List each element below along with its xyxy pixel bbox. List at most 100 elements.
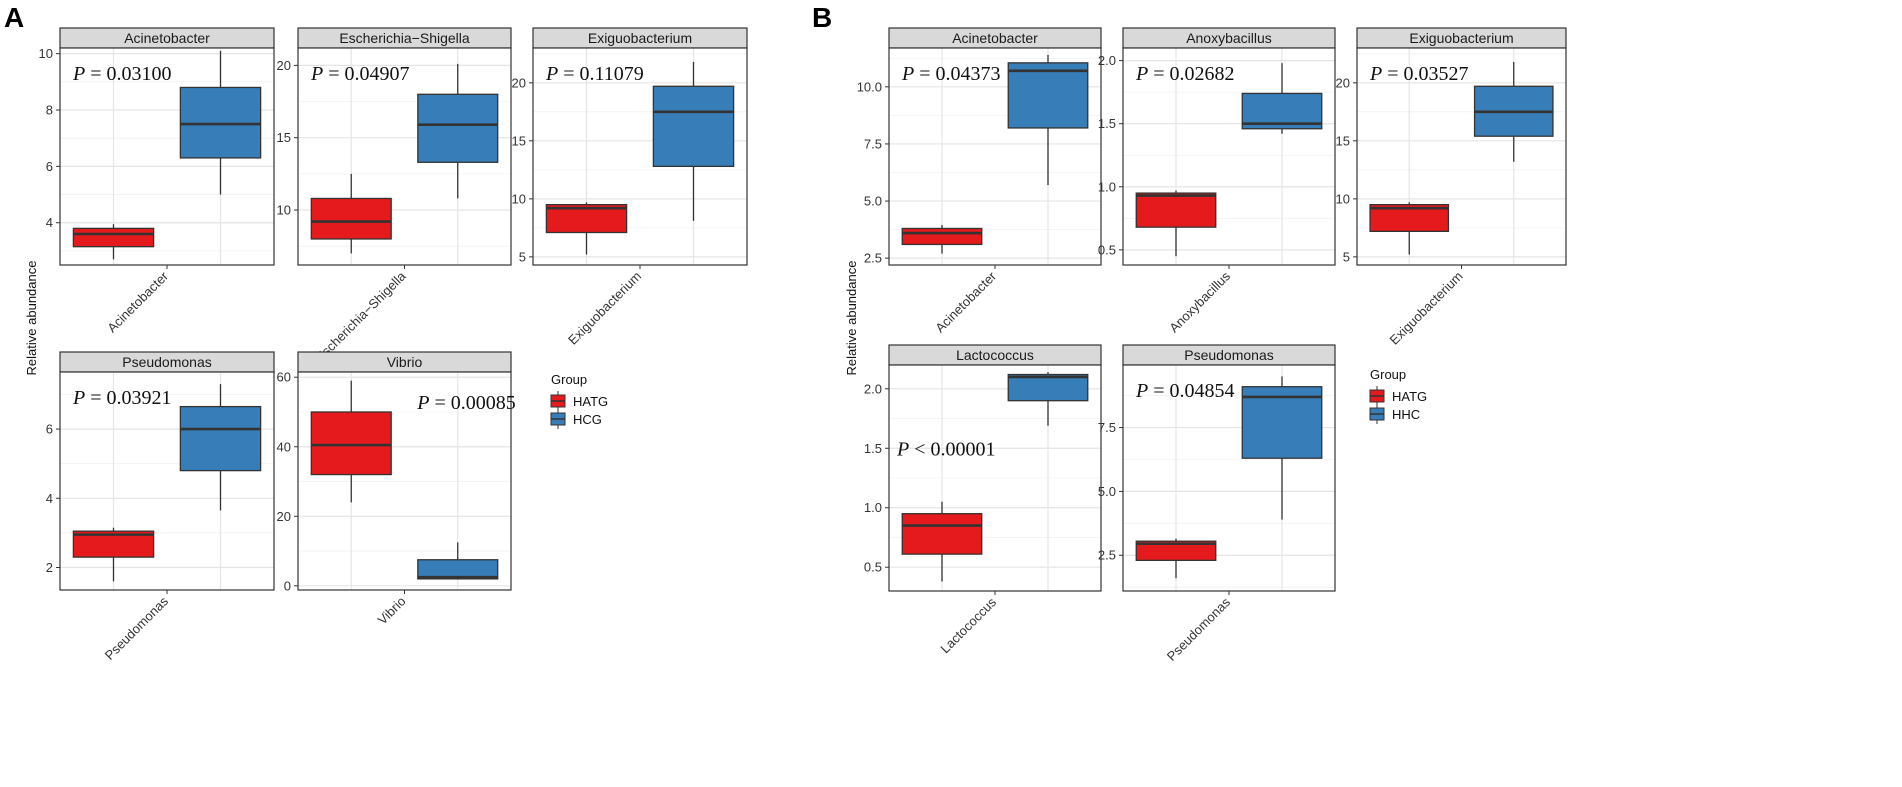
y-tick-label: 5 <box>519 249 526 264</box>
y-tick-label: 15 <box>1336 133 1350 148</box>
figure-annotations: A Relative abundance Group HATG HCG B Relative… <box>4 2 1427 429</box>
p-value-symbol: P <box>901 63 914 85</box>
box-hatg <box>310 173 392 254</box>
box-hhc <box>1241 376 1323 520</box>
facet-title: Escherichia−Shigella <box>339 30 470 46</box>
y-tick-label: 5.0 <box>1098 484 1116 499</box>
y-tick-label: 2.5 <box>864 251 882 266</box>
box-iqr <box>652 85 735 168</box>
box-hcg <box>652 61 735 221</box>
y-tick-label: 5 <box>1343 249 1350 264</box>
y-axis-title-b: Relative abundance <box>844 261 859 376</box>
plot-area <box>1123 48 1335 265</box>
y-tick-label: 2.0 <box>864 381 882 396</box>
y-tick-label: 7.5 <box>864 136 882 151</box>
box-hhc <box>1473 61 1554 162</box>
box-hhc <box>1007 372 1089 426</box>
y-tick-label: 20 <box>277 509 291 524</box>
p-value-symbol: P <box>1135 380 1148 402</box>
box-hcg <box>179 50 262 195</box>
legend-label-hatg: HATG <box>1392 389 1427 404</box>
box-iqr <box>72 227 155 248</box>
facet-a-pseudomonas: Pseudomonas 2 4 6 Pseudomonas P = 0.03921 <box>46 351 275 663</box>
box-hatg <box>901 225 983 254</box>
y-tick-label: 2 <box>46 560 53 575</box>
p-value-number: = 0.04854 <box>1148 380 1234 402</box>
p-value-annotation: P = 0.03921 <box>72 387 172 409</box>
y-tick-label: 1.0 <box>864 500 882 515</box>
y-tick-label: 4 <box>46 215 53 230</box>
p-value-symbol: P <box>545 63 558 85</box>
p-value-symbol: P <box>72 387 85 409</box>
plot-area <box>298 372 511 590</box>
box-hatg <box>1369 202 1450 255</box>
y-tick-label: 20 <box>1336 75 1350 90</box>
y-tick-label: 0.5 <box>1098 242 1116 257</box>
legend-label-hatg: HATG <box>573 394 608 409</box>
box-hhc <box>1241 63 1323 134</box>
facet-title: Pseudomonas <box>122 354 212 370</box>
x-tick-label: Vibrio <box>375 594 409 628</box>
facet-title: Anoxybacillus <box>1186 30 1272 46</box>
facet-title: Exiguobacterium <box>588 30 692 46</box>
y-tick-label: 10 <box>1336 191 1350 206</box>
facet-a-acinetobacter: Acinetobacter 4 6 8 10 Acinetobacter P = 0.031… <box>39 27 275 335</box>
y-tick-label: 8 <box>46 103 53 118</box>
p-value-number: = 0.04907 <box>323 63 409 85</box>
p-value-number: = 0.03100 <box>85 63 171 85</box>
p-value-symbol: P <box>896 438 909 460</box>
facet-b-exiguobacterium: Exiguobacterium 5 10 15 20 Exiguobacterium P =… <box>1336 27 1567 348</box>
panel-letter-a: A <box>4 2 24 33</box>
y-tick-label: 40 <box>277 439 291 454</box>
p-value-annotation: P = 0.00085 <box>416 392 516 414</box>
box-iqr <box>1135 192 1217 228</box>
box-hatg <box>545 202 628 255</box>
p-value-annotation: P = 0.04373 <box>901 63 1001 85</box>
x-tick-label: Pseudomonas <box>102 593 172 663</box>
y-tick-label: 15 <box>512 133 526 148</box>
y-tick-label: 10 <box>39 46 53 61</box>
facet-a-escherichia-shigella: Escherichia−Shigella 10 15 20 Escherichia−Sh… <box>277 27 512 365</box>
facet-title: Exiguobacterium <box>1409 30 1513 46</box>
facet-a-exiguobacterium: Exiguobacterium 5 10 15 20 Exiguobacterium P =… <box>512 27 748 348</box>
y-tick-label: 10 <box>512 191 526 206</box>
p-value-symbol: P <box>1369 63 1382 85</box>
x-tick-label: Acinetobacter <box>104 268 171 335</box>
box-hcg <box>179 384 262 511</box>
y-tick-label: 2.0 <box>1098 53 1116 68</box>
y-tick-label: 4 <box>46 491 53 506</box>
p-value-annotation: P = 0.04854 <box>1135 380 1235 402</box>
facet-b-pseudomonas: Pseudomonas 2.5 5.0 7.5 Pseudomonas P = 0.048… <box>1098 344 1336 664</box>
y-tick-label: 0.5 <box>864 560 882 575</box>
p-value-annotation: P < 0.00001 <box>896 438 996 460</box>
facet-title: Acinetobacter <box>124 30 210 46</box>
x-tick-label: Escherichia−Shigella <box>312 268 409 365</box>
box-hatg <box>1135 538 1217 579</box>
p-value-symbol: P <box>416 392 429 414</box>
facet-b-acinetobacter: Acinetobacter 2.5 5.0 7.5 10.0 Acinetobacter P… <box>857 27 1102 335</box>
box-hatg <box>1135 190 1217 257</box>
box-iqr <box>1241 386 1323 459</box>
x-tick-label: Exiguobacterium <box>1387 269 1466 348</box>
box-hatg <box>72 527 155 582</box>
facet-b-lactococcus: Lactococcus 0.5 1.0 1.5 2.0 Lactococcus P < 0.… <box>864 344 1102 656</box>
p-value-symbol: P <box>310 63 323 85</box>
box-iqr <box>417 559 499 580</box>
box-hcg <box>417 63 499 199</box>
box-iqr <box>417 93 499 163</box>
facet-a-vibrio: Vibrio 0 20 40 60 Vibrio P = 0.00085 <box>277 351 516 628</box>
box-hhc <box>1007 54 1089 186</box>
p-value-number: = 0.02682 <box>1148 63 1234 85</box>
box-iqr <box>1007 62 1089 129</box>
legend-a: Group HATG HCG <box>550 372 608 429</box>
x-tick-label: Lactococcus <box>937 594 999 656</box>
box-iqr <box>901 513 983 555</box>
x-tick-label: Anoxybacillus <box>1166 268 1233 335</box>
y-tick-label: 20 <box>277 58 291 73</box>
y-axis-title-a: Relative abundance <box>24 261 39 376</box>
legend-label-hcg: HCG <box>573 412 602 427</box>
box-iqr <box>901 227 983 246</box>
box-iqr <box>179 86 262 159</box>
legend-title: Group <box>1370 367 1406 382</box>
y-tick-label: 15 <box>277 130 291 145</box>
